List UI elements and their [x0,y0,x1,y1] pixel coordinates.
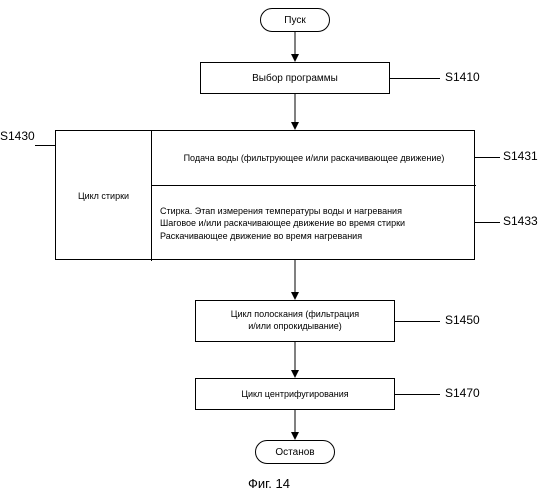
lead-s1410 [390,78,440,79]
wash-row2-line3: Раскачивающее движение во время нагреван… [160,230,405,242]
arrow-wash-rinse [291,260,299,300]
wash-row2-lines: Стирка. Этап измерения температуры воды … [160,205,405,241]
arrow-program-wash [291,94,299,130]
lead-s1430 [35,145,55,146]
wash-row2-line1: Стирка. Этап измерения температуры воды … [160,205,405,217]
lead-s1470 [395,394,440,395]
rinse-box: Цикл полоскания (фильтрация и/или опроки… [195,300,395,342]
label-s1430: S1430 [0,129,35,143]
figure-caption: Фиг. 14 [248,476,290,491]
program-select-text: Выбор программы [252,73,338,84]
arrow-rinse-spin [291,342,299,378]
program-select-box: Выбор программы [200,62,390,94]
wash-row1-text: Подача воды (фильтрующее и/или раскачива… [184,153,445,163]
spin-text: Цикл центрифугирования [241,389,348,399]
flowchart-canvas: Пуск Выбор программы S1410 Цикл стирки П… [0,0,543,500]
wash-cycle-box: Цикл стирки Подача воды (фильтрующее и/и… [55,130,475,260]
lead-s1433 [475,222,500,223]
arrow-start-program [291,32,299,62]
wash-row2: Стирка. Этап измерения температуры воды … [151,186,476,261]
wash-row1: Подача воды (фильтрующее и/или раскачива… [151,131,476,186]
start-terminal: Пуск [260,8,330,32]
wash-row2-line2: Шаговое и/или раскачивающее движение во … [160,217,405,229]
label-s1470: S1470 [445,386,480,400]
wash-cycle-side-label: Цикл стирки [56,131,151,261]
label-s1410: S1410 [445,70,480,84]
arrow-spin-stop [291,410,299,440]
rinse-line1: Цикл полоскания (фильтрация [231,309,359,321]
spin-box: Цикл центрифугирования [195,378,395,410]
rinse-line2: и/или опрокидывание) [248,321,342,333]
label-s1431: S1431 [503,149,538,163]
stop-label: Останов [275,447,314,458]
label-s1450: S1450 [445,313,480,327]
stop-terminal: Останов [255,440,335,464]
label-s1433: S1433 [503,214,538,228]
lead-s1450 [395,321,440,322]
lead-s1431 [475,157,500,158]
start-label: Пуск [284,15,305,26]
